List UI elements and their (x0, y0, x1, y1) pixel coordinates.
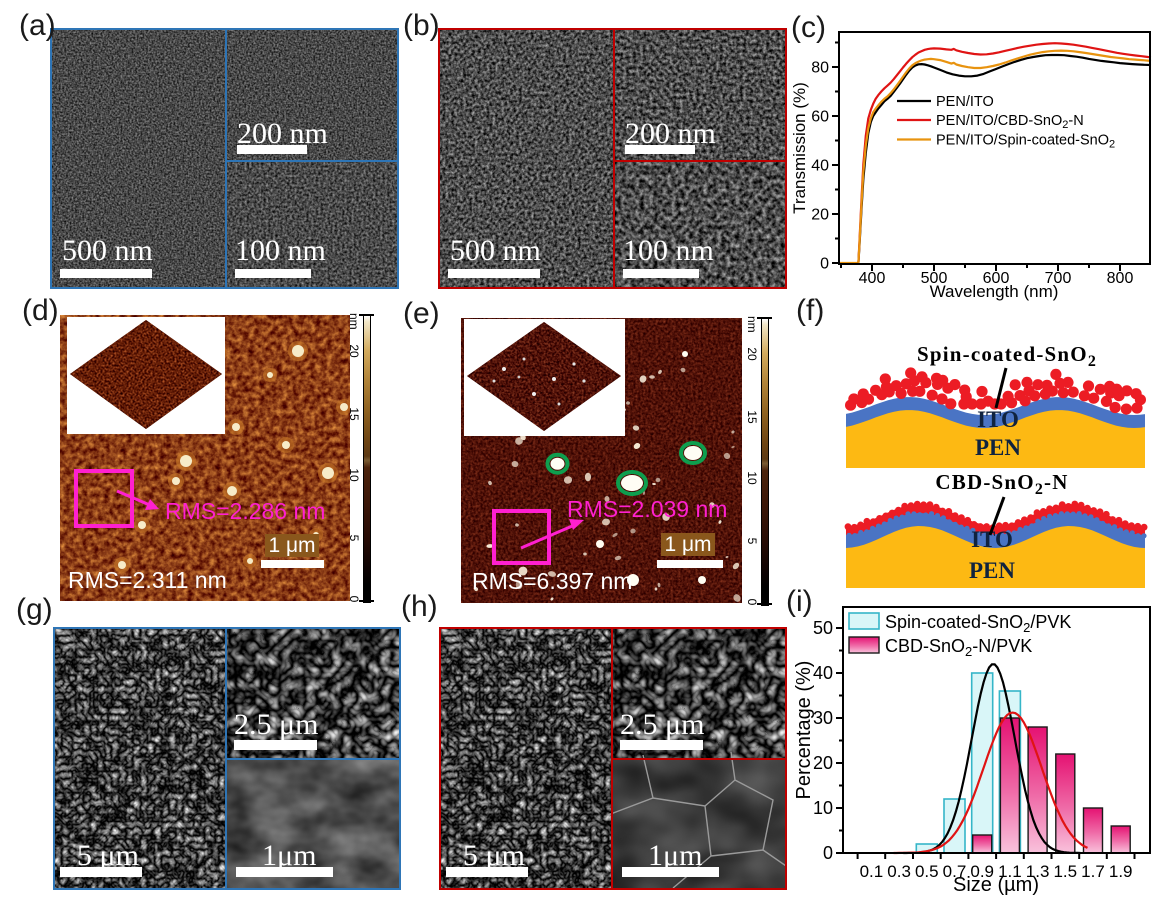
svg-text:1.9: 1.9 (1109, 862, 1133, 881)
svg-text:50: 50 (813, 618, 833, 638)
svg-text:30: 30 (813, 708, 833, 728)
svg-text:10: 10 (813, 798, 833, 818)
svg-text:1.7: 1.7 (1081, 862, 1105, 881)
svg-text:0.9: 0.9 (970, 862, 994, 881)
svg-text:500: 500 (921, 270, 948, 287)
svg-text:CBD-SnO2-N: CBD-SnO2-N (935, 470, 1068, 498)
svg-text:PEN/ITO: PEN/ITO (936, 94, 994, 110)
svg-text:PEN: PEN (975, 435, 1021, 460)
svg-text:1.3: 1.3 (1026, 862, 1050, 881)
svg-text:Spin-coated-SnO2/PVK: Spin-coated-SnO2/PVK (885, 612, 1071, 635)
svg-text:Percentage (%): Percentage (%) (793, 661, 815, 800)
svg-text:1.5: 1.5 (1053, 862, 1077, 881)
svg-text:0.5: 0.5 (915, 862, 939, 881)
svg-text:400: 400 (859, 270, 886, 287)
svg-text:Size (µm): Size (µm) (953, 874, 1039, 896)
svg-text:20: 20 (813, 753, 833, 773)
svg-text:80: 80 (811, 60, 829, 77)
svg-text:40: 40 (813, 663, 833, 683)
svg-text:PEN/ITO/Spin-coated-SnO2: PEN/ITO/Spin-coated-SnO2 (936, 133, 1115, 151)
svg-text:20: 20 (811, 207, 829, 224)
svg-text:PEN/ITO/CBD-SnO2-N: PEN/ITO/CBD-SnO2-N (936, 113, 1084, 131)
svg-text:60: 60 (811, 109, 829, 126)
svg-text:PEN: PEN (969, 558, 1015, 583)
svg-text:0.3: 0.3 (887, 862, 911, 881)
svg-text:40: 40 (811, 158, 829, 175)
svg-text:0: 0 (823, 843, 833, 863)
svg-text:800: 800 (1107, 270, 1134, 287)
svg-text:Spin-coated-SnO2: Spin-coated-SnO2 (917, 342, 1097, 370)
svg-text:Wavelength (nm): Wavelength (nm) (930, 282, 1059, 301)
svg-text:700: 700 (1045, 270, 1072, 287)
svg-text:ITO: ITO (977, 407, 1019, 432)
svg-text:600: 600 (983, 270, 1010, 287)
svg-text:0: 0 (820, 256, 829, 273)
svg-text:Transmission (%): Transmission (%) (790, 82, 809, 214)
svg-text:1.1: 1.1 (998, 862, 1022, 881)
svg-text:0.1: 0.1 (860, 862, 884, 881)
svg-text:0.7: 0.7 (943, 862, 967, 881)
svg-text:CBD-SnO2-N/PVK: CBD-SnO2-N/PVK (885, 636, 1032, 659)
